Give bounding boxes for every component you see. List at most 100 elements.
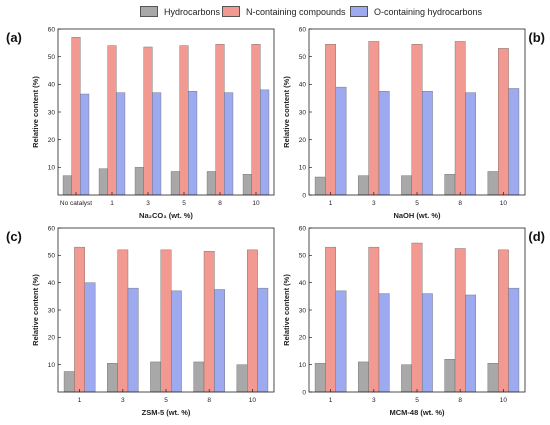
legend-swatch-o-containing [350,6,368,17]
x-axis-title: Na₂CO₃ (wt. %) [139,211,193,220]
y-tick-label: 0 [302,389,306,396]
legend-item-n-containing: N-containing compounds [222,6,346,17]
chart-panel-3: (c) 10 20 30 40 50 60 1 3 5 8 10 ZSM-5 (wt. %) Relati… [6,225,275,417]
bar [71,37,81,196]
y-tick-label: 40 [299,82,307,89]
bar [335,86,347,196]
y-tick-label: 50 [48,54,56,61]
bar [179,45,189,196]
legend: Hydrocarbons N-containing compounds O-co… [0,2,550,22]
x-tick-label: 5 [164,397,168,404]
bar [247,249,258,393]
bar [134,167,144,196]
y-tick-label: 50 [299,54,307,61]
bar [401,364,413,393]
x-tick-label: 5 [182,200,186,207]
bar [487,171,499,196]
bar [193,361,205,393]
bar [188,91,198,196]
x-tick-label: No catalyst [60,200,92,207]
bar [74,246,85,393]
panel-label: (b) [528,30,545,45]
legend-label-n-containing: N-containing compounds [246,6,346,17]
y-tick-label: 0 [302,192,306,199]
bar [224,92,234,196]
y-tick-label: 60 [48,225,56,232]
bar [411,44,423,196]
x-tick-label: 1 [78,397,82,404]
bar [508,287,520,393]
x-tick-label: 1 [329,200,333,207]
bar [251,44,261,196]
bar [143,46,153,196]
bar [84,282,96,393]
bar [368,246,380,393]
bar [206,171,216,196]
bar [325,246,336,393]
y-tick-label: 30 [48,109,56,116]
bar [368,41,380,196]
y-tick-label: 40 [48,280,56,287]
x-tick-label: 8 [218,200,222,207]
bar [236,364,248,393]
bar [444,359,456,393]
panel-label: (c) [6,229,22,244]
y-tick-label: 60 [299,26,307,33]
y-tick-label: 40 [48,82,56,89]
bar [314,363,326,393]
bar [358,361,369,393]
bar [242,174,252,196]
y-tick-label: 50 [299,253,307,260]
x-tick-label: 1 [329,397,333,404]
x-axis-title: NaOH (wt. %) [393,211,441,220]
bar [150,361,162,393]
panel-label: (a) [6,30,22,45]
x-tick-label: 3 [372,397,376,404]
bar [107,363,118,393]
y-tick-label: 10 [299,362,307,369]
bar [107,45,117,196]
x-tick-label: 8 [207,397,211,404]
bar [314,176,326,196]
y-tick-label: 50 [48,253,56,260]
bar [454,248,466,393]
x-axis-title: MCM-48 (wt. %) [390,408,446,417]
bar [401,175,413,196]
y-tick-label: 60 [299,225,307,232]
x-tick-label: 10 [252,200,260,207]
x-tick-label: 8 [458,397,462,404]
legend-label-o-containing: O-containing hydrocarbons [374,6,483,17]
bar [421,293,433,393]
y-tick-label: 20 [48,137,56,144]
bar [454,41,466,196]
bar [257,287,269,393]
bar [63,371,75,393]
x-tick-label: 10 [249,397,257,404]
legend-item-hydrocarbons: Hydrocarbons [140,6,220,17]
bar [80,93,90,196]
bar [325,44,336,196]
plot-frame [57,28,275,196]
bar [487,363,499,393]
legend-swatch-hydrocarbons [140,6,158,17]
x-tick-label: 3 [121,397,125,404]
bar [260,89,270,196]
bar [498,48,509,196]
x-tick-label: 5 [415,200,419,207]
y-tick-label: 30 [299,307,307,314]
bar [465,294,476,393]
bar [127,287,139,393]
y-tick-label: 60 [48,26,56,33]
bar [117,249,129,393]
x-tick-label: 3 [372,200,376,207]
bar [170,171,180,196]
chart-panel-1: (a) 10 20 30 40 50 60 No catalyst 1 3 5 8 10 Na₂CO₃ (… [6,26,275,220]
bar [421,91,433,196]
y-tick-label: 20 [299,335,307,342]
bar [98,168,108,196]
x-tick-label: 1 [110,200,114,207]
bar [498,249,509,393]
x-tick-label: 10 [500,397,508,404]
bar [378,293,390,393]
